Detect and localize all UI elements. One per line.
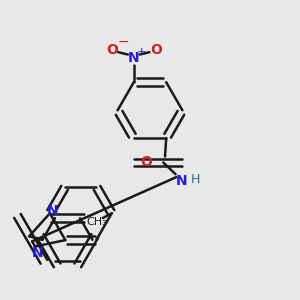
Text: N: N [176, 174, 187, 188]
Text: N: N [128, 51, 140, 65]
Text: +: + [137, 47, 146, 57]
Text: H: H [191, 173, 200, 186]
Text: O: O [106, 43, 118, 57]
Text: N: N [32, 246, 43, 260]
Text: O: O [140, 155, 152, 170]
Text: N: N [47, 204, 58, 218]
Text: −: − [118, 34, 129, 49]
Text: O: O [150, 43, 162, 57]
Text: CH₃: CH₃ [86, 217, 107, 226]
